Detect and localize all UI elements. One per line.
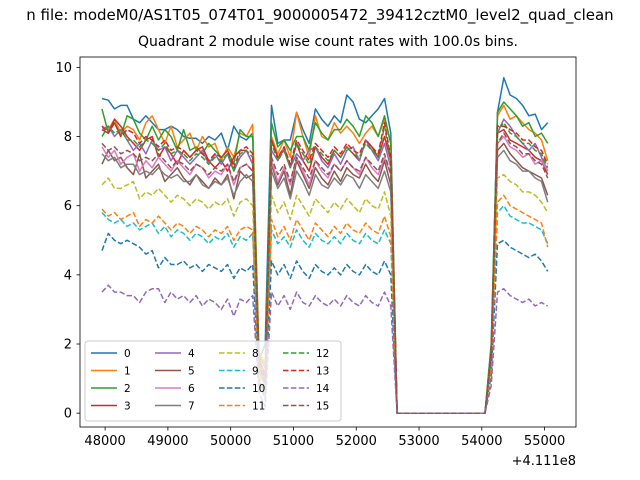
y-tick-label: 2 (64, 338, 72, 353)
legend-label-13: 13 (316, 366, 329, 378)
series-group (101, 76, 549, 414)
legend-label-10: 10 (252, 383, 265, 395)
legend-label-4: 4 (188, 348, 195, 360)
legend-label-12: 12 (316, 348, 329, 360)
legend-label-9: 9 (252, 366, 259, 378)
legend-label-8: 8 (252, 348, 259, 360)
legend-label-5: 5 (188, 366, 195, 378)
legend-label-11: 11 (252, 401, 265, 413)
x-tick-label: 50000 (210, 434, 251, 449)
x-tick-label: 53000 (398, 434, 439, 449)
y-tick-label: 4 (64, 268, 72, 283)
plot-frame (79, 56, 577, 428)
x-tick-label: 54000 (461, 434, 502, 449)
figure-suptitle: n file: modeM0/AS1T05_074T01_9000005472_… (26, 6, 614, 24)
y-tick-label: 0 (64, 407, 72, 422)
x-tick-label: 52000 (336, 434, 377, 449)
y-tick-label: 8 (64, 130, 72, 145)
series-line-14 (101, 284, 549, 414)
chart-title: Quadrant 2 module wise count rates with … (138, 34, 518, 50)
y-tick-label: 6 (64, 199, 72, 214)
x-tick-label: 48000 (84, 434, 125, 449)
x-tick-label: 51000 (273, 434, 314, 449)
series-line-10 (101, 232, 549, 414)
legend-label-1: 1 (124, 366, 131, 378)
series-line-15 (101, 132, 549, 414)
x-tick-label: 55000 (524, 434, 565, 449)
x-offset-label: +4.111e8 (512, 454, 576, 469)
legend-label-2: 2 (124, 383, 131, 395)
legend-label-0: 0 (124, 348, 131, 360)
legend-label-7: 7 (188, 401, 195, 413)
y-tick-label: 10 (55, 61, 72, 76)
legend-label-15: 15 (316, 401, 329, 413)
x-tick-label: 49000 (147, 434, 188, 449)
legend-frame (84, 340, 342, 422)
legend-label-14: 14 (316, 383, 330, 395)
legend-label-6: 6 (188, 383, 195, 395)
series-line-9 (101, 204, 549, 414)
legend-label-3: 3 (124, 401, 131, 413)
